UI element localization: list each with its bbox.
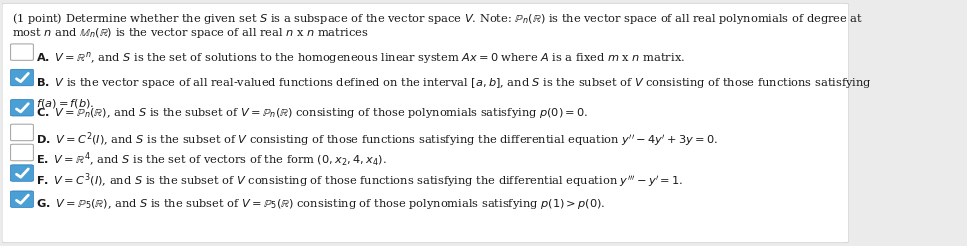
Text: $\mathbf{C.}$ $V = \mathbb{P}_n(\mathbb{R})$, and $S$ is the subset of $V = \mat: $\mathbf{C.}$ $V = \mathbb{P}_n(\mathbb{… xyxy=(36,106,589,120)
Text: (1 point) Determine whether the given set $S$ is a subspace of the vector space : (1 point) Determine whether the given se… xyxy=(13,11,864,26)
Text: $\mathbf{A.}$ $V = \mathbb{R}^n$, and $S$ is the set of solutions to the homogen: $\mathbf{A.}$ $V = \mathbb{R}^n$, and $S… xyxy=(36,50,685,66)
FancyBboxPatch shape xyxy=(11,44,34,60)
Text: $\mathbf{B.}$ $V$ is the vector space of all real-valued functions defined on th: $\mathbf{B.}$ $V$ is the vector space of… xyxy=(36,76,871,90)
FancyBboxPatch shape xyxy=(11,165,34,181)
FancyBboxPatch shape xyxy=(11,191,34,207)
FancyBboxPatch shape xyxy=(11,124,34,141)
Text: $\mathbf{G.}$ $V = \mathbb{P}_5(\mathbb{R})$, and $S$ is the subset of $V = \mat: $\mathbf{G.}$ $V = \mathbb{P}_5(\mathbb{… xyxy=(36,198,605,212)
FancyBboxPatch shape xyxy=(11,100,34,116)
Text: $\mathbf{D.}$ $V = C^2(I)$, and $S$ is the subset of $V$ consisting of those fun: $\mathbf{D.}$ $V = C^2(I)$, and $S$ is t… xyxy=(36,131,718,149)
FancyBboxPatch shape xyxy=(11,69,34,86)
FancyBboxPatch shape xyxy=(11,144,34,161)
Text: $\mathbf{F.}$ $V = C^3(I)$, and $S$ is the subset of $V$ consisting of those fun: $\mathbf{F.}$ $V = C^3(I)$, and $S$ is t… xyxy=(36,171,684,190)
FancyBboxPatch shape xyxy=(2,3,849,243)
Text: $\mathbf{E.}$ $V = \mathbb{R}^4$, and $S$ is the set of vectors of the form $(0,: $\mathbf{E.}$ $V = \mathbb{R}^4$, and $S… xyxy=(36,151,387,169)
Text: most $n$ and $\mathbb{M}_n(\mathbb{R})$ is the vector space of all real $n$ x $n: most $n$ and $\mathbb{M}_n(\mathbb{R})$ … xyxy=(13,26,369,40)
Text: $f(a) = f(b)$.: $f(a) = f(b)$. xyxy=(36,97,95,110)
